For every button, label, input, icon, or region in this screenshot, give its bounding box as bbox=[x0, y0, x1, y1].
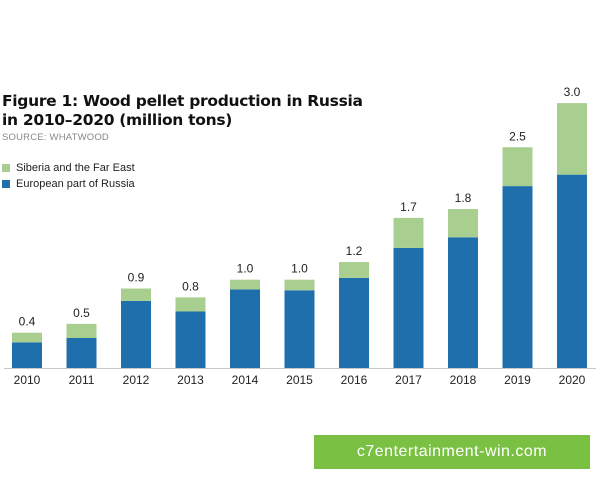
bar-european-2011 bbox=[66, 337, 97, 368]
x-tick-label-2015: 2015 bbox=[286, 373, 313, 387]
legend-label: Siberia and the Far East bbox=[16, 162, 135, 174]
bar-siberia-2015 bbox=[284, 279, 315, 291]
bar-siberia-2011 bbox=[66, 323, 97, 338]
watermark-banner: c7entertainment-win.com bbox=[314, 435, 590, 469]
total-label-2017: 1.7 bbox=[400, 200, 417, 214]
x-tick-label-2018: 2018 bbox=[450, 373, 477, 387]
bar-siberia-2017 bbox=[393, 217, 424, 248]
bar-european-2018 bbox=[448, 237, 478, 368]
watermark-text: c7entertainment-win.com bbox=[356, 443, 548, 460]
x-tick-label-2014: 2014 bbox=[232, 373, 259, 387]
chart-title: Figure 1: Wood pellet production in Russ… bbox=[2, 92, 363, 130]
x-tick-label-2013: 2013 bbox=[177, 373, 204, 387]
legend-swatch bbox=[2, 164, 10, 172]
total-label-2011: 0.5 bbox=[73, 306, 90, 320]
total-label-2016: 1.2 bbox=[346, 244, 363, 258]
chart-title-line-1: Figure 1: Wood pellet production in Russ… bbox=[2, 92, 363, 110]
total-label-2010: 0.4 bbox=[19, 315, 36, 329]
legend-item: European part of Russia bbox=[2, 176, 135, 192]
total-label-2019: 2.5 bbox=[509, 129, 526, 143]
legend-label: European part of Russia bbox=[16, 178, 135, 190]
bar-european-2013 bbox=[175, 311, 206, 368]
legend-swatch bbox=[2, 180, 10, 188]
bar-european-2014 bbox=[230, 289, 260, 368]
total-label-2018: 1.8 bbox=[455, 191, 472, 205]
bar-european-2015 bbox=[284, 290, 315, 368]
legend-item: Siberia and the Far East bbox=[2, 160, 135, 176]
x-tick-label-2019: 2019 bbox=[504, 373, 531, 387]
bar-european-2019 bbox=[502, 186, 533, 368]
total-label-2014: 1.0 bbox=[237, 262, 254, 276]
total-label-2012: 0.9 bbox=[128, 271, 145, 285]
bar-siberia-2019 bbox=[502, 147, 533, 187]
bar-european-2012 bbox=[121, 300, 151, 368]
chart-title-line-2: in 2010–2020 (million tons) bbox=[2, 111, 233, 129]
bar-european-2010 bbox=[12, 342, 42, 368]
bar-siberia-2013 bbox=[175, 297, 206, 312]
x-tick-label-2010: 2010 bbox=[14, 373, 41, 387]
bar-siberia-2010 bbox=[12, 332, 42, 343]
total-label-2013: 0.8 bbox=[182, 279, 199, 293]
x-tick-label-2011: 2011 bbox=[69, 373, 95, 387]
x-tick-label-2016: 2016 bbox=[341, 373, 368, 387]
bar-siberia-2012 bbox=[121, 288, 151, 301]
legend: Siberia and the Far East European part of… bbox=[2, 160, 135, 192]
chart-source: SOURCE: WHATWOOD bbox=[2, 132, 109, 143]
bar-siberia-2016 bbox=[339, 262, 369, 278]
x-tick-label-2020: 2020 bbox=[559, 373, 586, 387]
x-tick-label-2017: 2017 bbox=[395, 373, 422, 387]
bar-siberia-2020 bbox=[557, 103, 587, 175]
total-label-2020: 3.0 bbox=[564, 85, 581, 99]
bar-european-2016 bbox=[339, 277, 369, 368]
x-tick-label-2012: 2012 bbox=[123, 373, 150, 387]
bar-siberia-2014 bbox=[230, 279, 260, 290]
bar-siberia-2018 bbox=[448, 209, 478, 238]
bar-european-2020 bbox=[557, 174, 587, 368]
bar-european-2017 bbox=[393, 247, 424, 368]
bar-chart: 0.4 2010 0.5 2011 0.9 2012 0.8 2013 1.0 2014 1.0 20… bbox=[4, 85, 596, 387]
total-label-2015: 1.0 bbox=[291, 262, 308, 276]
